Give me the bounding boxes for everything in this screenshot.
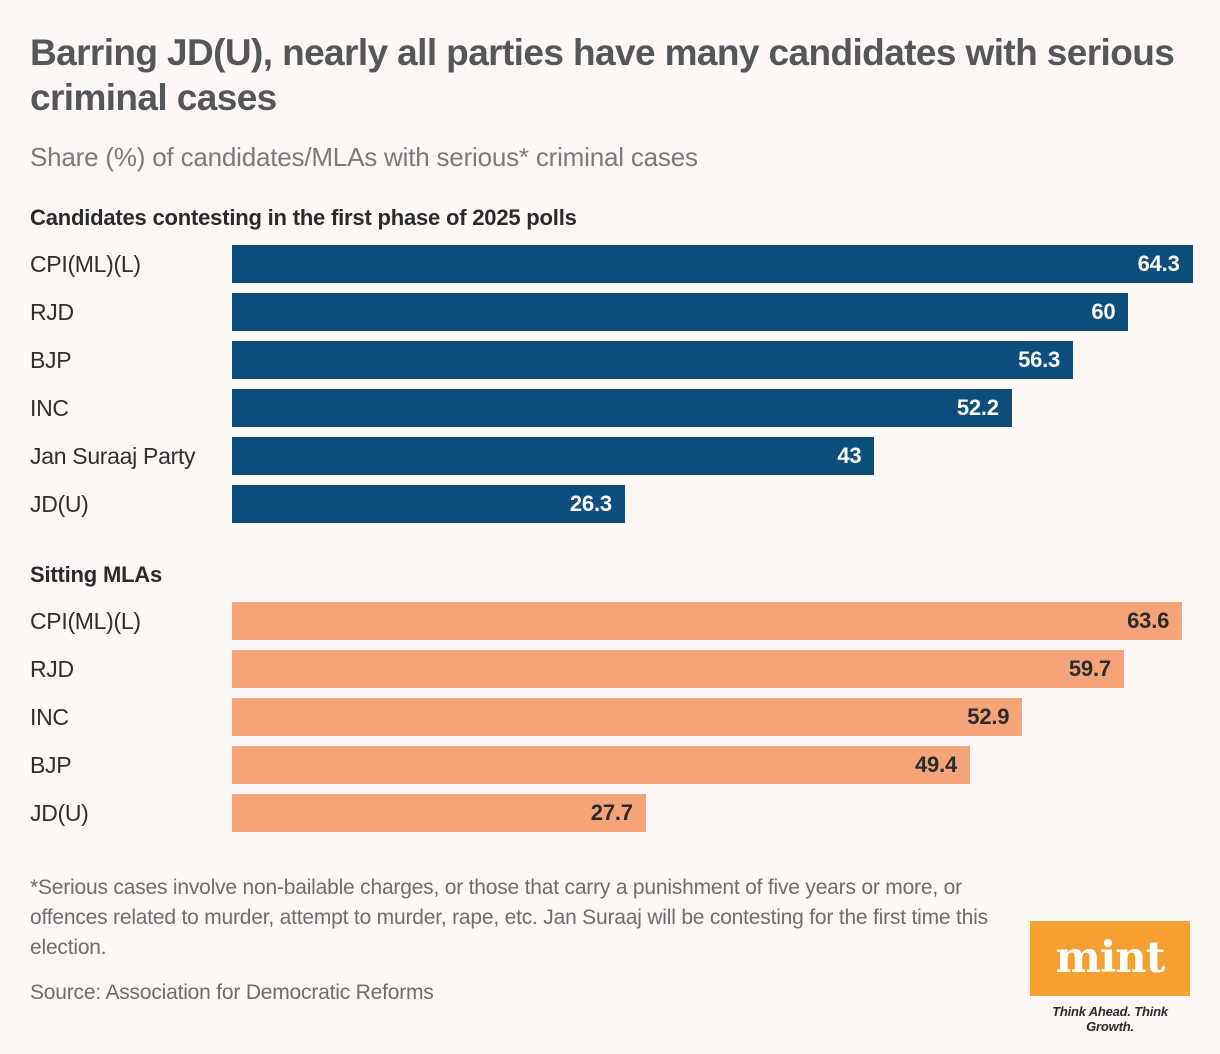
bar-category-label: JD(U) — [30, 799, 89, 826]
mint-logo-box: mint — [1030, 921, 1190, 996]
bar-track: 49.4 — [232, 741, 1190, 789]
bar: 26.3 — [232, 485, 625, 524]
bar-category-label: RJD — [30, 298, 74, 325]
bar-value-label: 59.7 — [1068, 656, 1111, 682]
bar-track: 56.3 — [232, 336, 1190, 384]
bar-value-label: 60 — [1091, 299, 1116, 325]
bar-track: 52.2 — [232, 384, 1190, 432]
bar: 63.6 — [232, 602, 1183, 641]
bar: 60 — [232, 293, 1129, 332]
chart-row: BJP 56.3 — [30, 336, 1190, 384]
bar-value-label: 56.3 — [1018, 347, 1061, 373]
bar-track: 59.7 — [232, 645, 1190, 693]
bar-value-label: 52.9 — [967, 704, 1010, 730]
bar: 43 — [232, 437, 875, 476]
bar-value-label: 49.4 — [915, 752, 958, 778]
bar-category-label: Jan Suraaj Party — [30, 442, 196, 469]
bar: 49.4 — [232, 746, 971, 785]
chart-row: JD(U) 27.7 — [30, 789, 1190, 837]
page-title: Barring JD(U), nearly all parties have m… — [30, 32, 1175, 119]
bar-value-label: 43 — [837, 443, 862, 469]
chart-row: RJD 59.7 — [30, 645, 1190, 693]
bar-value-label: 27.7 — [590, 800, 633, 826]
bar-value-label: 26.3 — [569, 491, 612, 517]
bar-category-label: INC — [30, 394, 69, 421]
bar-value-label: 63.6 — [1127, 608, 1170, 634]
bar-category-label: CPI(ML)(L) — [30, 607, 141, 634]
bar-value-label: 64.3 — [1137, 251, 1180, 277]
section-title-sitting-mlas: Sitting MLAs — [30, 562, 163, 588]
bar: 59.7 — [232, 650, 1124, 689]
source-text: Source: Association for Democratic Refor… — [30, 980, 434, 1004]
bar: 64.3 — [232, 245, 1193, 284]
chart-row: Jan Suraaj Party 43 — [30, 432, 1190, 480]
bar: 27.7 — [232, 794, 646, 833]
bar-chart-sitting-mlas: CPI(ML)(L) 63.6 RJD 59.7 INC 52.9 BJP 49.4 JD(U)… — [30, 597, 1190, 837]
bar: 52.2 — [232, 389, 1012, 428]
bar-track: 43 — [232, 432, 1190, 480]
bar-category-label: BJP — [30, 346, 72, 373]
page-subtitle: Share (%) of candidates/MLAs with seriou… — [30, 142, 698, 173]
chart-row: CPI(ML)(L) 64.3 — [30, 240, 1193, 288]
bar-track: 26.3 — [232, 480, 1190, 528]
chart-row: RJD 60 — [30, 288, 1190, 336]
bar-category-label: BJP — [30, 751, 72, 778]
bar: 52.9 — [232, 698, 1023, 737]
chart-row: CPI(ML)(L) 63.6 — [30, 597, 1190, 645]
bar-category-label: INC — [30, 703, 69, 730]
footnote-text: *Serious cases involve non-bailable char… — [30, 876, 988, 959]
bar-track: 27.7 — [232, 789, 1190, 837]
bar-category-label: CPI(ML)(L) — [30, 250, 141, 277]
section-title-candidates: Candidates contesting in the first phase… — [30, 205, 577, 231]
bar-value-label: 52.2 — [956, 395, 999, 421]
bar-track: 64.3 — [232, 240, 1193, 288]
bar: 56.3 — [232, 341, 1074, 380]
bar-track: 63.6 — [232, 597, 1190, 645]
mint-logo: mint Think Ahead. Think Growth. — [1030, 921, 1190, 1034]
bar-track: 60 — [232, 288, 1190, 336]
mint-logo-tagline: Think Ahead. Think Growth. — [1052, 1004, 1168, 1034]
bar-track: 52.9 — [232, 693, 1190, 741]
mint-logo-wordmark: mint — [1055, 933, 1166, 983]
bar-category-label: JD(U) — [30, 490, 89, 517]
chart-row: INC 52.2 — [30, 384, 1190, 432]
chart-row: JD(U) 26.3 — [30, 480, 1190, 528]
chart-row: INC 52.9 — [30, 693, 1190, 741]
footer: *Serious cases involve non-bailable char… — [30, 873, 1015, 1004]
bar-chart-candidates: CPI(ML)(L) 64.3 RJD 60 BJP 56.3 INC 52.2 Jan Sur… — [30, 240, 1193, 528]
bar-category-label: RJD — [30, 655, 74, 682]
chart-row: BJP 49.4 — [30, 741, 1190, 789]
